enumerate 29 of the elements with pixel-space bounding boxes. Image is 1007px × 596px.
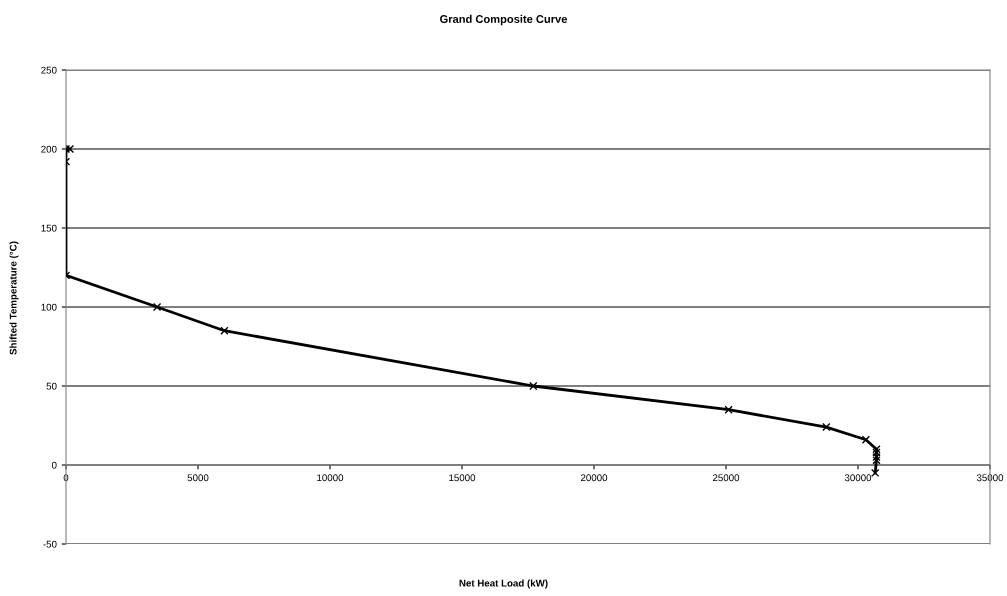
x-tick-label: 10000 [317, 474, 344, 482]
x-tick-label: 30000 [844, 474, 872, 482]
x-tick-label: 25000 [712, 474, 740, 482]
y-tick-label: -50 [43, 540, 57, 548]
y-tick-label: 200 [41, 145, 57, 153]
point [152, 302, 162, 312]
x-axis-title: Net Heat Load (kW) [459, 579, 548, 589]
point [220, 326, 229, 335]
chart-title: Grand Composite Curve [440, 14, 568, 26]
point [872, 445, 881, 454]
y-tick-label: 250 [41, 66, 57, 74]
y-tick-label: 100 [41, 303, 57, 311]
point [724, 405, 733, 414]
point [872, 452, 881, 462]
point [872, 456, 881, 465]
x-tick-label: 5000 [187, 474, 209, 482]
point [861, 435, 871, 444]
y-tick-label: 0 [51, 461, 57, 469]
point [822, 422, 831, 432]
point [529, 381, 538, 391]
y-tick-label: 150 [41, 224, 57, 232]
x-tick-label: 20000 [580, 474, 608, 482]
x-tick-label: 0 [63, 474, 69, 482]
y-axis-title: Shifted Temperature (°C) [9, 241, 19, 355]
point [870, 468, 880, 478]
point [872, 448, 881, 457]
x-tick-label: 15000 [449, 474, 476, 482]
y-tick-label: 50 [46, 382, 57, 390]
x-tick-label: 35000 [976, 474, 1004, 482]
